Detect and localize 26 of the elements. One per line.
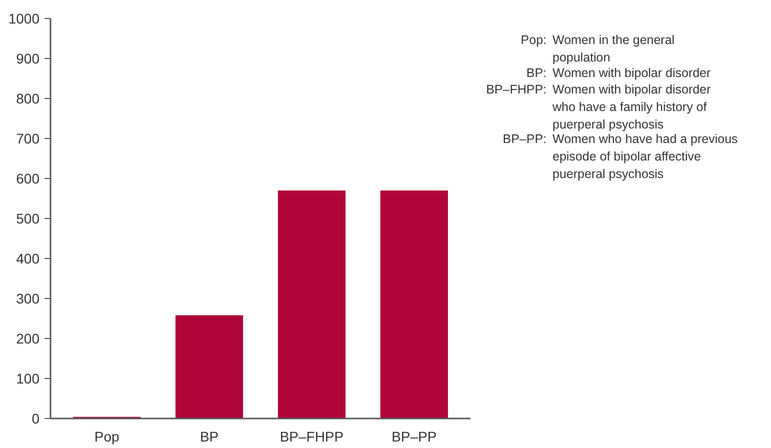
x-tick-label: BP xyxy=(200,428,219,444)
y-tick-label: 0 xyxy=(32,410,40,426)
y-tick-label: 400 xyxy=(16,250,40,266)
y-tick-label: 800 xyxy=(16,90,40,106)
y-tick-label: 600 xyxy=(16,170,40,186)
text: Women with bipolar disorder xyxy=(552,66,711,80)
text: Women with bipolar disorder who have a family history of puerperal psychosis xyxy=(552,82,711,132)
x-tick-label: BP–FHPP xyxy=(280,428,344,444)
text: BP: xyxy=(526,66,547,80)
bar xyxy=(380,190,448,418)
y-tick-label: 100 xyxy=(16,370,40,386)
x-tick-label: BP–PP xyxy=(392,428,437,444)
text: Women who have had a previous episode of bipolar affective puerperal psychosis xyxy=(552,132,738,181)
y-tick-label: 300 xyxy=(16,290,40,306)
y-tick-label: 900 xyxy=(16,50,40,66)
y-tick-label: 200 xyxy=(16,330,40,346)
text: Pop: xyxy=(520,32,547,47)
y-tick-label: 700 xyxy=(16,130,40,146)
x-tick-label: Pop xyxy=(94,428,120,444)
text: BP–FHPP: xyxy=(486,82,546,96)
text: BP–PP: xyxy=(502,132,547,146)
bar xyxy=(175,315,244,418)
y-tick-label: 1000 xyxy=(8,10,40,26)
text: Women in the general population xyxy=(552,32,675,64)
bar xyxy=(278,190,346,418)
y-tick-label: 500 xyxy=(16,210,40,226)
